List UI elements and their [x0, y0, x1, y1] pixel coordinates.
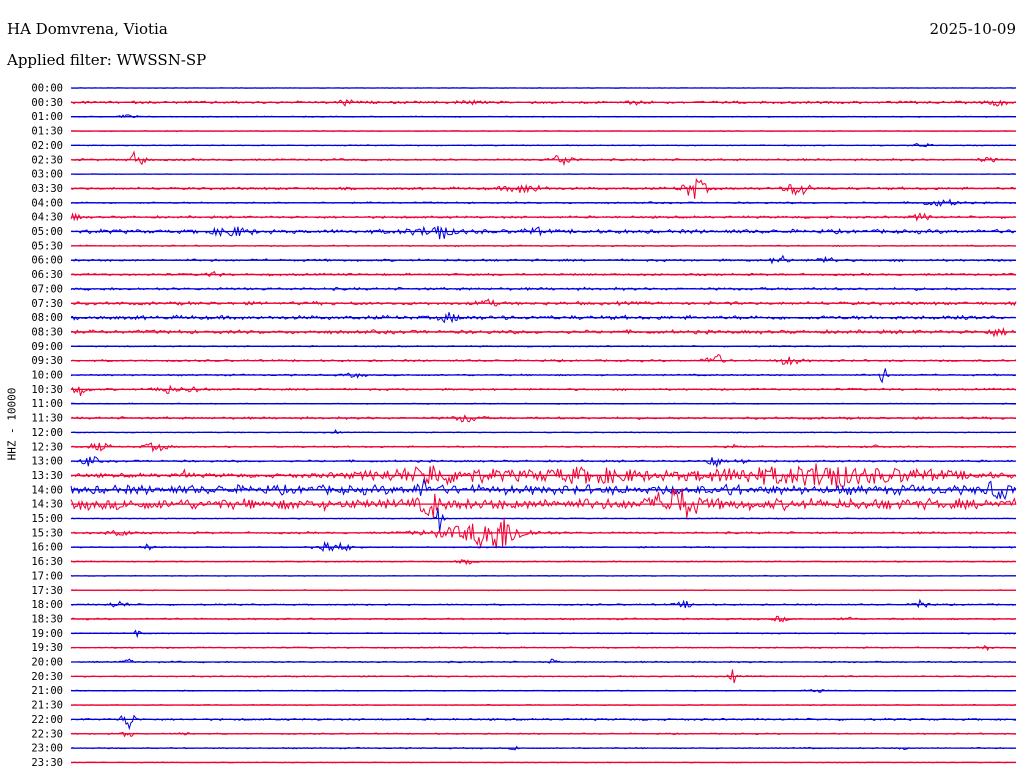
row-time-label: 20:00	[31, 657, 63, 669]
row-time-label: 07:00	[31, 283, 63, 295]
row-time-label: 06:30	[31, 269, 63, 281]
row-time-label: 09:30	[31, 355, 63, 367]
row-time-label: 13:30	[31, 470, 63, 482]
trace-1500	[70, 507, 1017, 532]
trace-2200	[70, 714, 1016, 731]
row-time-label: 15:00	[31, 513, 63, 525]
row-time-label: 20:30	[31, 671, 63, 683]
row-time-label: 08:30	[31, 326, 63, 338]
trace-1030	[70, 384, 1017, 397]
row-time-label: 19:00	[31, 628, 63, 640]
row-time-label: 16:30	[31, 556, 63, 568]
row-time-label: 21:30	[31, 700, 63, 712]
filter-label: Applied filter: WWSSN-SP	[7, 51, 207, 69]
row-time-label: 04:30	[31, 212, 63, 224]
row-time-label: 05:30	[31, 240, 63, 252]
row-time-label: 12:30	[31, 441, 63, 453]
station-title: HA Domvrena, Viotia	[7, 20, 168, 38]
row-time-label: 00:00	[31, 83, 63, 95]
row-time-label: 14:00	[31, 484, 63, 496]
row-time-label: 11:00	[31, 398, 63, 410]
row-time-label: 04:00	[31, 197, 63, 209]
row-time-label: 22:00	[31, 714, 63, 726]
row-time-label: 17:00	[31, 570, 63, 582]
row-time-label: 08:00	[31, 312, 63, 324]
row-time-label: 13:00	[31, 456, 63, 468]
row-time-label: 01:00	[31, 111, 63, 123]
row-time-label: 11:30	[31, 413, 63, 425]
row-time-label: 16:00	[31, 542, 63, 554]
trace-1400	[70, 478, 1017, 501]
trace-0600	[70, 254, 1017, 265]
row-time-label: 07:30	[31, 298, 63, 310]
row-time-label: 06:00	[31, 255, 63, 267]
trace-0730	[70, 298, 1017, 307]
row-time-label: 23:30	[31, 757, 63, 769]
row-time-label: 14:30	[31, 499, 63, 511]
row-time-label: 02:00	[31, 140, 63, 152]
trace-0930	[70, 353, 1017, 366]
row-time-label: 10:00	[31, 370, 63, 382]
row-time-label: 15:30	[31, 527, 63, 539]
row-time-label: 09:00	[31, 341, 63, 353]
trace-0500	[70, 225, 1017, 240]
row-time-label: 19:30	[31, 642, 63, 654]
row-time-label: 03:30	[31, 183, 63, 195]
row-time-label: 05:00	[31, 226, 63, 238]
row-time-label: 21:00	[31, 685, 63, 697]
row-time-label: 17:30	[31, 585, 63, 597]
row-time-label: 01:30	[31, 126, 63, 138]
date-label: 2025-10-09	[929, 20, 1016, 38]
trace-2230	[70, 731, 1017, 738]
row-time-label: 03:00	[31, 169, 63, 181]
row-time-label: 12:00	[31, 427, 63, 439]
row-time-label: 10:30	[31, 384, 63, 396]
row-time-label: 18:00	[31, 599, 63, 611]
row-time-label: 22:30	[31, 728, 63, 740]
trace-0330	[70, 177, 1017, 199]
row-time-label: 18:30	[31, 613, 63, 625]
row-time-label: 23:00	[31, 743, 63, 755]
trace-1430	[70, 488, 1017, 518]
row-time-label: 00:30	[31, 97, 63, 109]
row-time-label: 02:30	[31, 154, 63, 166]
trace-0230	[70, 150, 1017, 167]
